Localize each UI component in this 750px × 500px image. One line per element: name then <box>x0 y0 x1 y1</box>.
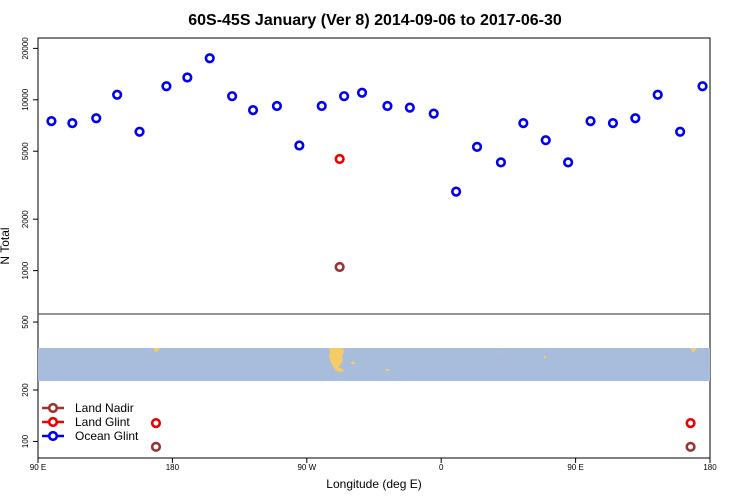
map-land-south-america <box>329 348 344 370</box>
map-land-island-a <box>498 351 500 353</box>
legend-label-land-glint: Land Glint <box>75 415 130 429</box>
legend-marker-land-nadir <box>47 402 59 414</box>
ocean-glint-point <box>540 135 551 146</box>
ocean-glint-point <box>404 102 415 113</box>
land-glint-point <box>334 153 345 165</box>
ocean-glint-point <box>294 140 305 151</box>
land-glint-point <box>685 418 696 429</box>
ocean-glint-point <box>316 100 327 112</box>
y-tick-label: 10000 <box>21 88 30 111</box>
ocean-glint-point <box>339 91 350 102</box>
ocean-glint-point <box>227 91 238 102</box>
plot-area <box>37 37 711 459</box>
map-land-new-zealand-left <box>153 348 160 352</box>
y-tick-label: 1000 <box>21 261 30 279</box>
map-strip <box>38 348 710 381</box>
ocean-glint-point <box>356 87 368 98</box>
y-axis-label: N Total <box>0 227 12 264</box>
y-tick-label: 5000 <box>21 142 30 160</box>
ocean-glint-point <box>675 126 686 137</box>
ocean-glint-point <box>563 157 574 168</box>
chart-title: 60S-45S January (Ver 8) 2014-09-06 to 20… <box>188 12 562 29</box>
x-tick-label: 0 <box>439 463 444 472</box>
ocean-glint-point <box>428 108 439 119</box>
y-tick-label: 20000 <box>21 37 30 60</box>
map-land-south-georgia <box>386 369 389 371</box>
land-nadir-point <box>685 441 696 452</box>
y-tick-label: 100 <box>21 434 30 448</box>
ocean-glint-point <box>585 116 596 127</box>
map-ocean <box>38 348 710 381</box>
ocean-glint-point <box>46 116 57 127</box>
x-tick-label: 180 <box>166 463 180 472</box>
y-tick-label: 2000 <box>21 210 30 228</box>
x-tick-label: 90 E <box>567 463 583 472</box>
land-nadir-point <box>150 441 162 452</box>
ocean-glint-point <box>607 118 619 129</box>
x-axis: 90 E 180 90 W 0 90 E 180 <box>30 458 717 472</box>
y-tick-label: 200 <box>21 383 30 397</box>
land-glint-point <box>150 418 162 429</box>
x-tick-label: 180 <box>703 463 717 472</box>
legend-marker-land-glint <box>47 416 59 428</box>
legend-marker-ocean-glint <box>47 430 59 442</box>
data-points <box>46 53 708 452</box>
x-tick-label: 90 W <box>297 463 316 472</box>
ocean-glint-point <box>471 141 483 152</box>
ocean-glint-point <box>518 118 529 129</box>
ocean-glint-point <box>271 100 283 112</box>
ocean-glint-point <box>652 89 663 100</box>
map-land-tierra-del-fuego <box>334 367 345 372</box>
ocean-glint-point <box>382 100 393 112</box>
ocean-glint-point <box>495 157 507 168</box>
ocean-glint-point <box>134 126 145 137</box>
legend-label-land-nadir: Land Nadir <box>75 401 134 415</box>
ocean-glint-point <box>697 81 708 92</box>
ocean-glint-point <box>630 113 641 124</box>
map-land-island-b <box>543 355 547 359</box>
land-nadir-point <box>334 261 345 273</box>
ocean-glint-point <box>161 81 172 92</box>
map-land-falklands <box>351 361 355 365</box>
ocean-glint-point <box>91 113 102 124</box>
ocean-glint-point <box>182 72 193 83</box>
y-axis: 100 200 500 1000 2000 5000 10000 20000 <box>21 37 38 448</box>
plot-frame <box>37 37 711 459</box>
x-tick-label: 90 E <box>30 463 46 472</box>
legend-label-ocean-glint: Ocean Glint <box>75 429 139 443</box>
x-axis-label: Longitude (deg E) <box>326 477 421 491</box>
ocean-glint-point <box>204 53 215 64</box>
map-land-new-zealand-right <box>690 348 697 352</box>
ocean-glint-point <box>112 89 123 100</box>
ocean-glint-point <box>451 186 462 197</box>
y-tick-label: 500 <box>21 315 30 329</box>
ocean-glint-point <box>67 118 78 129</box>
ocean-glint-point <box>247 105 259 116</box>
